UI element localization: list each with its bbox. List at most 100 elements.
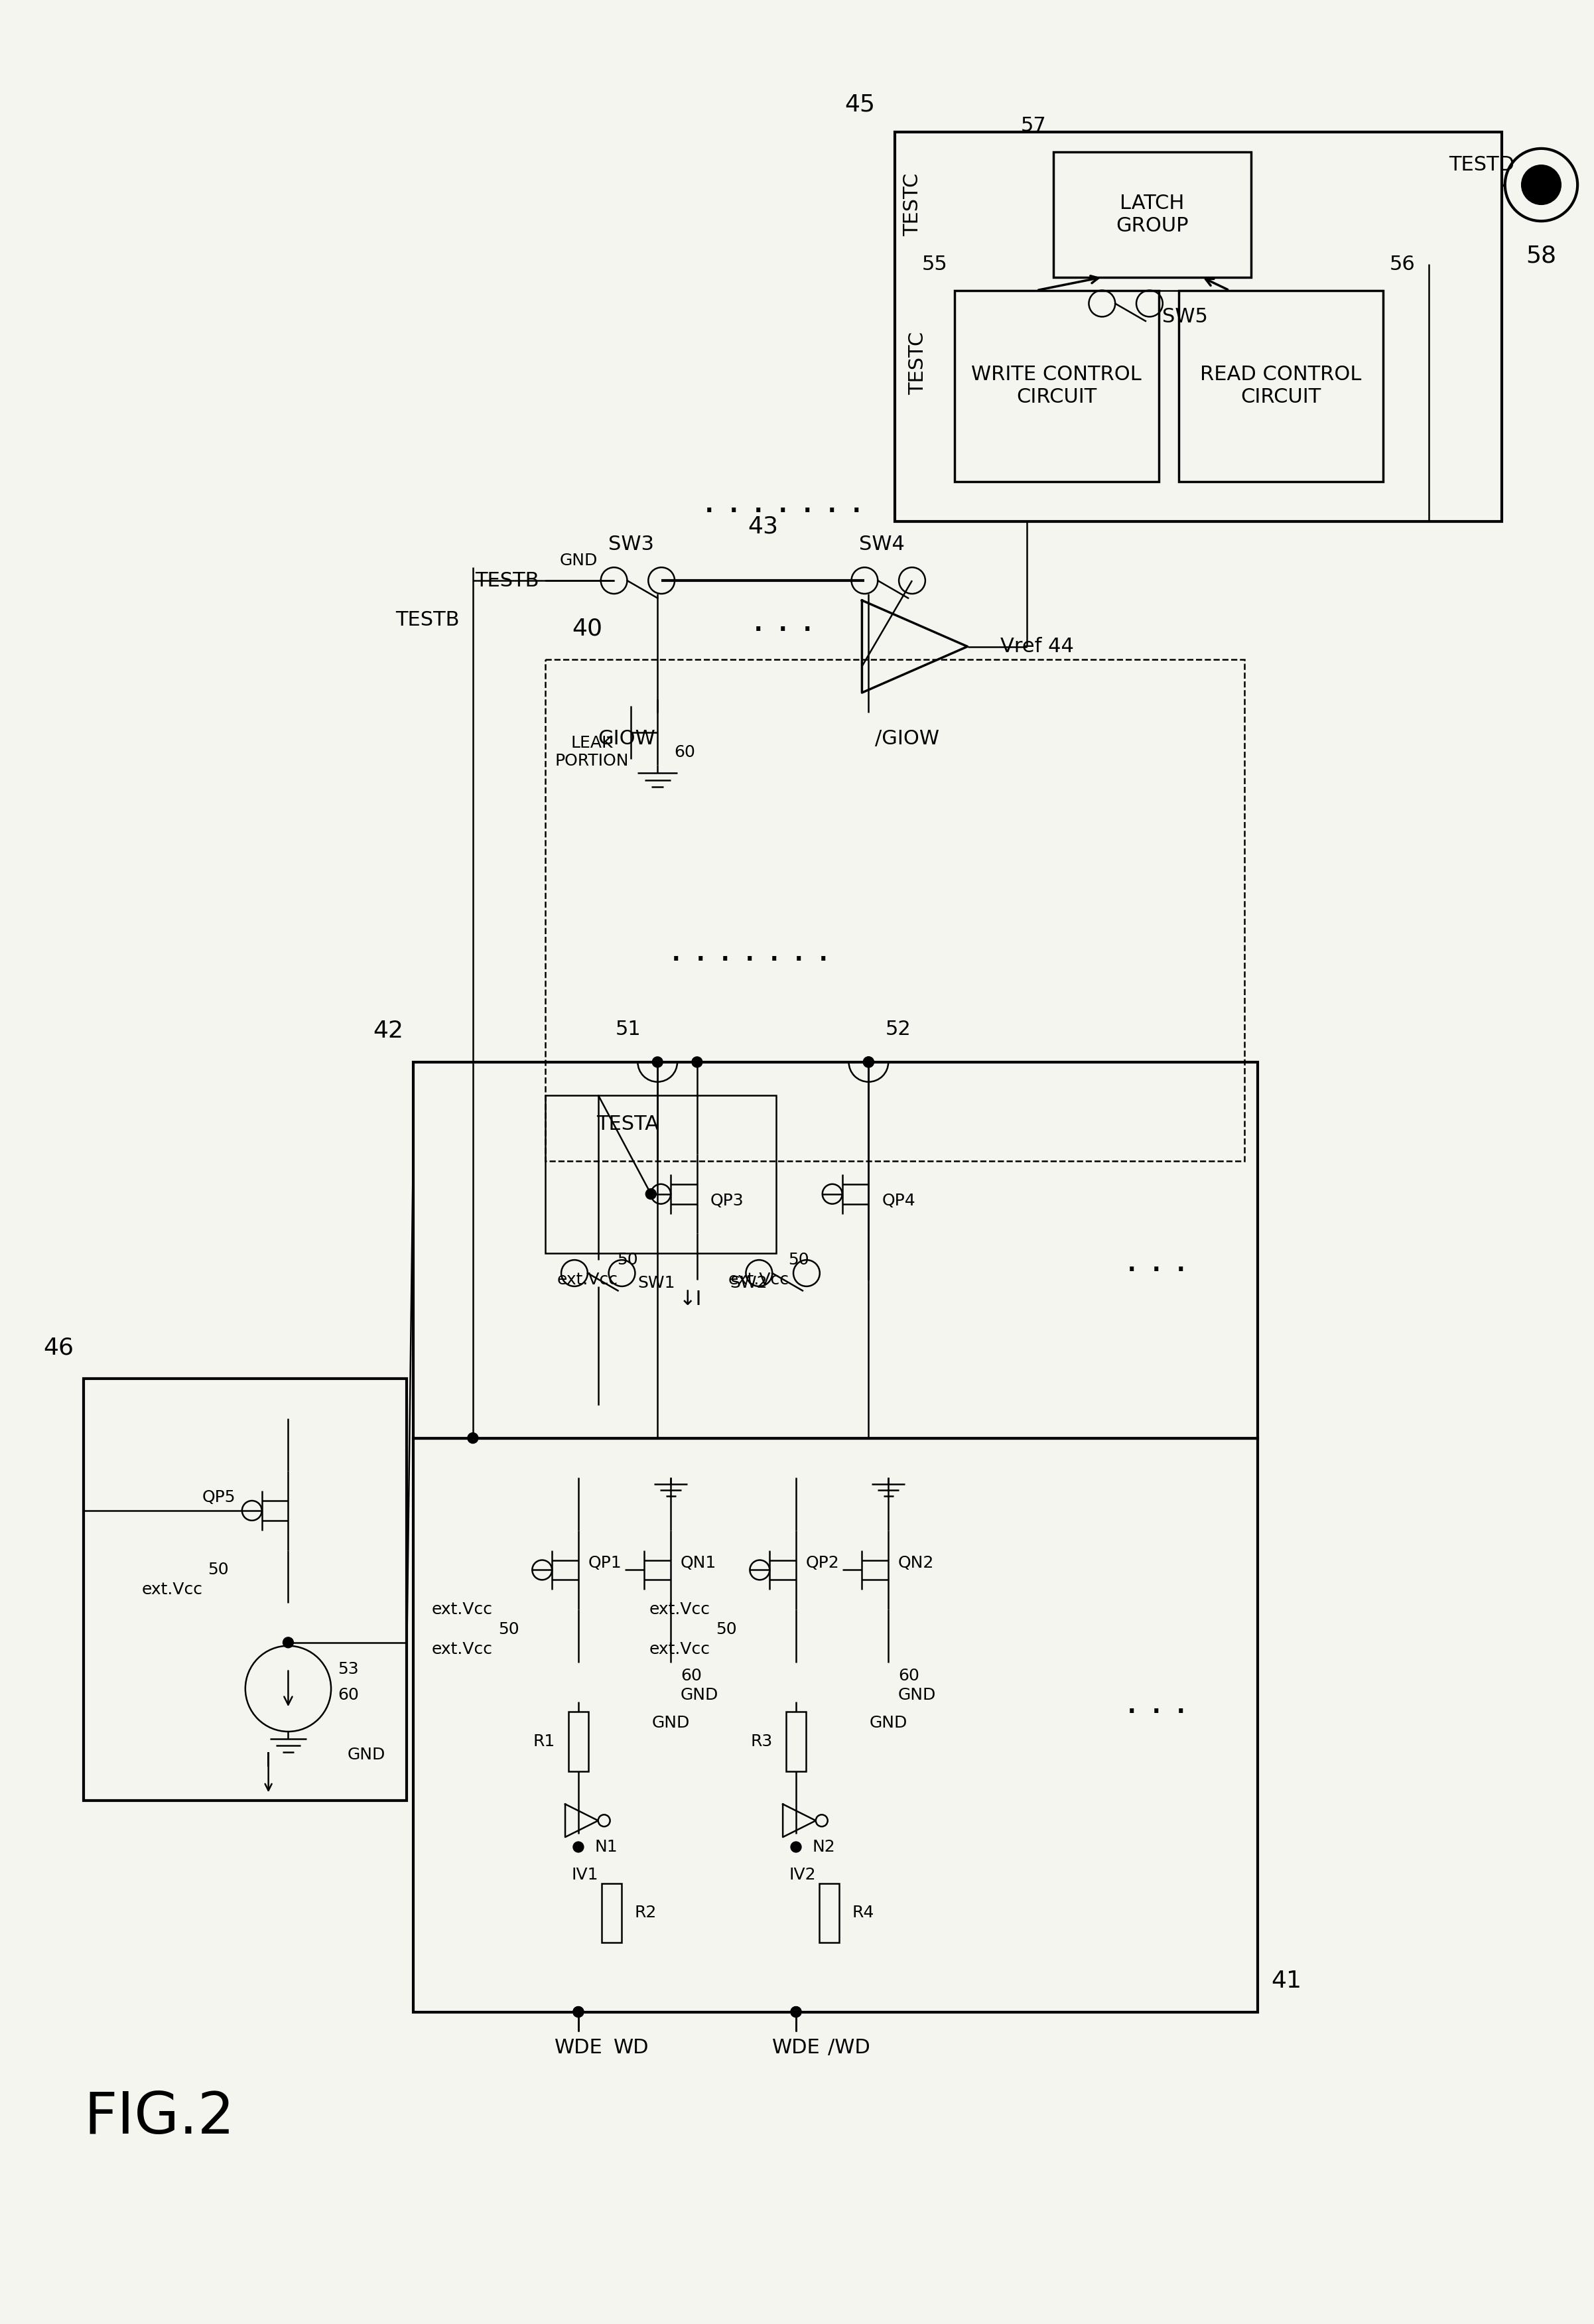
Text: . . .: . . . <box>1125 1241 1188 1278</box>
Text: TESTD: TESTD <box>1449 156 1514 174</box>
Bar <box>819 1882 838 1943</box>
Text: TESTC: TESTC <box>902 172 921 237</box>
Text: SW4: SW4 <box>859 535 904 553</box>
Text: QP3: QP3 <box>711 1192 744 1208</box>
Text: 50: 50 <box>497 1622 520 1638</box>
Text: 53: 53 <box>338 1662 359 1678</box>
Text: ext.Vcc: ext.Vcc <box>432 1601 493 1618</box>
Text: . . .: . . . <box>752 602 813 639</box>
Text: R4: R4 <box>853 1906 874 1922</box>
Circle shape <box>692 1057 703 1067</box>
Bar <box>569 1713 588 1771</box>
Text: LEAK
PORTION: LEAK PORTION <box>555 734 628 769</box>
Text: N1: N1 <box>595 1838 618 1855</box>
Circle shape <box>652 1057 663 1067</box>
Bar <box>413 1439 1258 2013</box>
Bar <box>601 1882 622 1943</box>
Circle shape <box>864 1057 874 1067</box>
Text: GND: GND <box>347 1748 386 1762</box>
Text: ext.Vcc: ext.Vcc <box>556 1271 618 1287</box>
Text: 40: 40 <box>572 618 603 639</box>
Text: 60: 60 <box>899 1669 920 1683</box>
Text: 50: 50 <box>617 1253 638 1269</box>
Text: 50: 50 <box>716 1622 736 1638</box>
Circle shape <box>791 2006 802 2017</box>
Text: ext.Vcc: ext.Vcc <box>728 1271 789 1287</box>
Text: TESTB: TESTB <box>395 611 459 630</box>
Text: SW1: SW1 <box>638 1276 676 1292</box>
Circle shape <box>791 1841 802 1852</box>
Text: FIG.2: FIG.2 <box>84 2089 234 2145</box>
Circle shape <box>574 2006 583 2017</box>
Text: R2: R2 <box>634 1906 657 1922</box>
Text: 43: 43 <box>748 516 778 537</box>
Circle shape <box>1521 165 1561 205</box>
Text: 58: 58 <box>1525 244 1557 267</box>
Text: GND: GND <box>652 1715 690 1731</box>
Text: WRITE CONTROL
CIRCUIT: WRITE CONTROL CIRCUIT <box>971 365 1141 407</box>
Text: SW2: SW2 <box>730 1276 768 1292</box>
Bar <box>786 1713 807 1771</box>
Text: IV2: IV2 <box>789 1866 816 1882</box>
Text: TESTC: TESTC <box>909 332 928 395</box>
Text: R1: R1 <box>534 1734 555 1750</box>
Text: WDE: WDE <box>771 2038 821 2057</box>
Text: 50: 50 <box>787 1253 810 1269</box>
Text: GND: GND <box>869 1715 907 1731</box>
Text: 42: 42 <box>373 1020 403 1041</box>
Text: TESTB: TESTB <box>475 572 539 590</box>
Circle shape <box>646 1188 657 1199</box>
Text: GND: GND <box>559 553 598 569</box>
Bar <box>545 1095 776 1253</box>
Text: Vref 44: Vref 44 <box>1001 637 1074 655</box>
Text: 41: 41 <box>1270 1968 1301 1992</box>
Text: WDE: WDE <box>555 2038 603 2057</box>
Text: I: I <box>266 1752 271 1771</box>
Text: SW5: SW5 <box>1162 307 1208 325</box>
Bar <box>413 1062 1258 1439</box>
Text: N2: N2 <box>813 1838 835 1855</box>
Text: ↓I: ↓I <box>679 1290 701 1308</box>
Text: READ CONTROL
CIRCUIT: READ CONTROL CIRCUIT <box>1200 365 1361 407</box>
Text: QN2: QN2 <box>899 1555 934 1571</box>
Text: 56: 56 <box>1390 256 1415 274</box>
Text: . . . . . . .: . . . . . . . <box>669 932 829 969</box>
Circle shape <box>864 1057 874 1067</box>
Circle shape <box>574 2006 583 2017</box>
Text: R3: R3 <box>751 1734 773 1750</box>
Text: QP2: QP2 <box>807 1555 840 1571</box>
Text: QN1: QN1 <box>681 1555 717 1571</box>
Text: QP5: QP5 <box>202 1490 236 1506</box>
Bar <box>955 290 1159 481</box>
Text: /GIOW: /GIOW <box>875 730 939 748</box>
Text: /WD: /WD <box>827 2038 870 2057</box>
Text: 55: 55 <box>921 256 948 274</box>
Circle shape <box>282 1636 293 1648</box>
Text: 52: 52 <box>885 1020 910 1039</box>
Text: 51: 51 <box>615 1020 641 1039</box>
Text: ext.Vcc: ext.Vcc <box>142 1583 202 1597</box>
Text: 60: 60 <box>681 1669 701 1683</box>
Text: 60: 60 <box>674 744 695 760</box>
Text: GND: GND <box>681 1687 719 1703</box>
Bar <box>84 1378 406 1801</box>
Text: . . . . . . .: . . . . . . . <box>703 483 862 521</box>
Text: WD: WD <box>614 2038 649 2057</box>
Text: IV1: IV1 <box>572 1866 598 1882</box>
Text: SW3: SW3 <box>609 535 654 553</box>
Bar <box>894 132 1502 521</box>
Text: QP4: QP4 <box>881 1192 915 1208</box>
Text: 60: 60 <box>338 1687 359 1703</box>
Circle shape <box>574 1841 583 1852</box>
Text: LATCH
GROUP: LATCH GROUP <box>1116 193 1189 235</box>
Text: TESTA: TESTA <box>596 1116 658 1134</box>
Text: ext.Vcc: ext.Vcc <box>432 1641 493 1657</box>
Bar <box>1178 290 1384 481</box>
Text: 50: 50 <box>207 1562 230 1578</box>
Text: GIOW: GIOW <box>598 730 655 748</box>
Circle shape <box>467 1434 478 1443</box>
Text: 57: 57 <box>1020 116 1047 135</box>
Text: . . .: . . . <box>1125 1683 1188 1720</box>
Text: ext.Vcc: ext.Vcc <box>649 1641 711 1657</box>
Bar <box>1054 151 1251 277</box>
